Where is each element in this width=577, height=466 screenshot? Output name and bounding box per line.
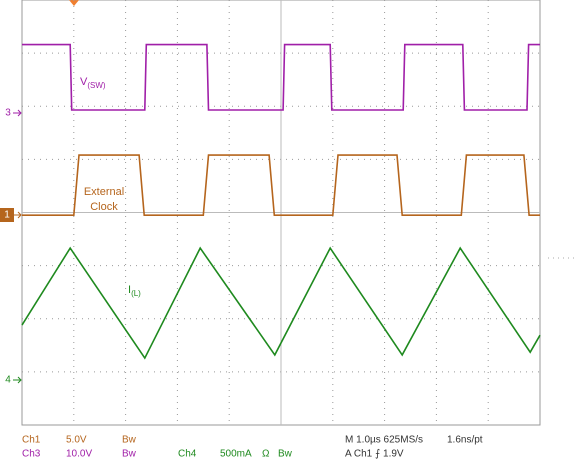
readout-text: Ω [262, 449, 270, 460]
label-subscript: (SW) [87, 81, 106, 90]
waveform-label: V(SW) [80, 76, 106, 90]
readout-text: A Ch1 ⨍ 1.9V [345, 449, 404, 460]
readout-text: Ch3 [22, 449, 41, 460]
waveform [22, 43, 540, 111]
readout-text: Bw [278, 449, 293, 460]
waveform [22, 154, 540, 216]
readout-text: Ch4 [178, 449, 197, 460]
waveform [21, 246, 541, 360]
readout-text: M 1.0µs 625MS/s [345, 435, 423, 446]
channel-marker: 4 [5, 375, 11, 386]
channel-marker-box [0, 208, 14, 222]
channel-marker-arrow [13, 376, 22, 384]
label-main: V [80, 76, 88, 88]
waveform-label: Clock [90, 201, 118, 213]
readout-text: Bw [122, 435, 137, 446]
readout-text: 10.0V [66, 449, 92, 460]
waveform-label: External [84, 186, 124, 198]
label-main: I [128, 284, 131, 296]
readout-text: Ch1 [22, 435, 41, 446]
channel-marker: 1 [4, 210, 10, 221]
readout-text: Bw [122, 449, 137, 460]
readout-text: 1.6ns/pt [447, 435, 483, 446]
readout-text: 5.0V [66, 435, 87, 446]
channel-marker-arrow [13, 109, 22, 117]
label-subscript: (L) [131, 289, 141, 298]
channel-marker-arrow [14, 211, 22, 219]
trigger-position-marker [69, 0, 79, 6]
readout-text: 500mA [220, 449, 252, 460]
waveform-label: I(L) [128, 284, 141, 298]
channel-marker: 3 [5, 108, 11, 119]
